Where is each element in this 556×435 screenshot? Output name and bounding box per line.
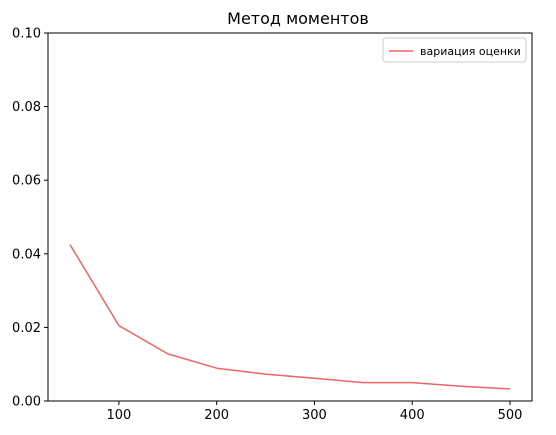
x-tick-label: 500 bbox=[498, 408, 523, 423]
x-tick-label: 200 bbox=[204, 408, 229, 423]
y-tick-label: 0.10 bbox=[12, 27, 41, 42]
series-layer bbox=[69, 244, 511, 390]
legend: вариация оценки bbox=[382, 37, 527, 63]
y-axis: 0.00 0.02 0.04 0.06 0.08 0.10 bbox=[12, 27, 48, 410]
legend-box bbox=[382, 37, 527, 63]
plot-frame bbox=[47, 32, 533, 402]
y-tick-label: 0.04 bbox=[12, 247, 41, 262]
chart-title: Метод моментов bbox=[227, 9, 369, 28]
x-axis: 100 200 300 400 500 bbox=[106, 401, 522, 423]
legend-label: вариация оценки bbox=[420, 45, 521, 58]
y-tick-label: 0.08 bbox=[12, 100, 41, 115]
x-tick-label: 100 bbox=[106, 408, 131, 423]
y-tick-label: 0.02 bbox=[12, 321, 41, 336]
y-tick-label: 0.00 bbox=[12, 395, 41, 410]
series-line bbox=[69, 244, 511, 390]
plot-area bbox=[47, 32, 533, 402]
x-tick-label: 400 bbox=[400, 408, 425, 423]
y-tick-label: 0.06 bbox=[12, 174, 41, 189]
x-tick-label: 300 bbox=[302, 408, 327, 423]
